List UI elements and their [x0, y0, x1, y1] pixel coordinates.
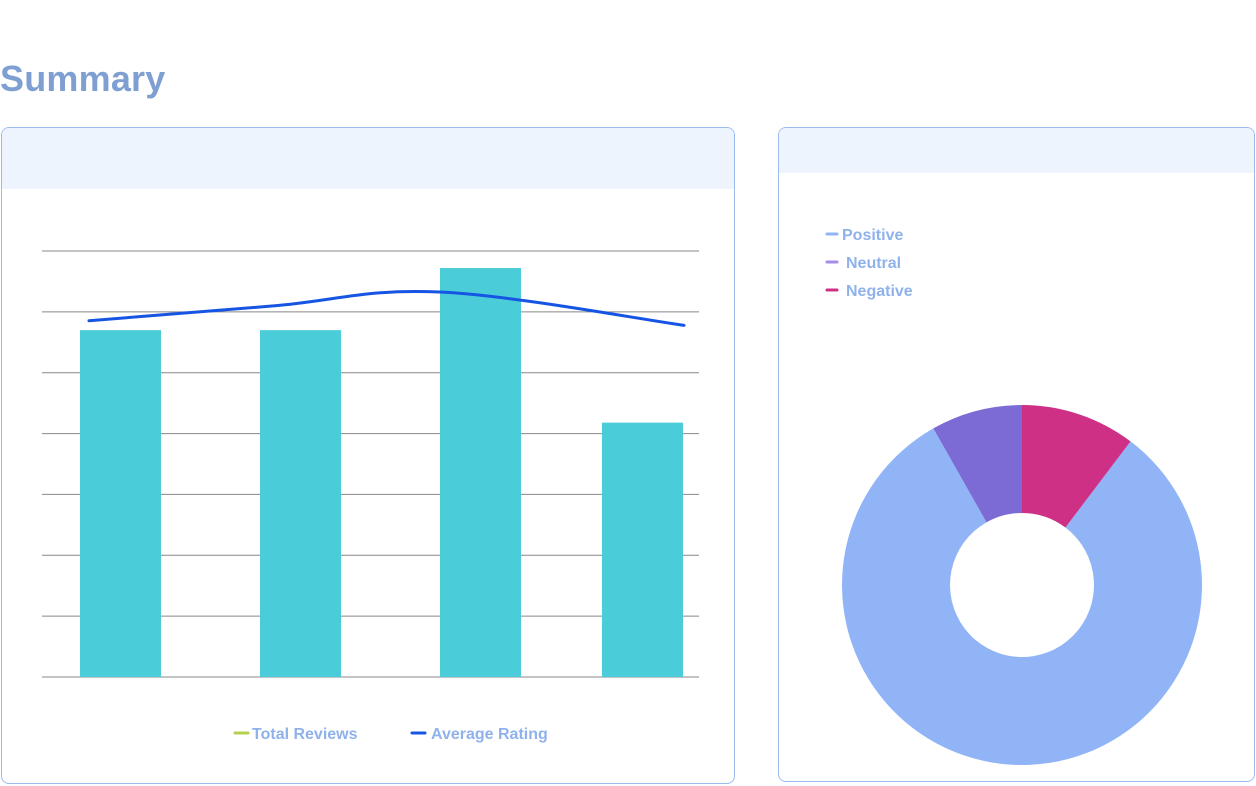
slice-neutral	[933, 405, 1022, 523]
sentiment-chart-card-header	[779, 128, 1254, 173]
bar-total-reviews	[440, 268, 521, 677]
legend-label-average-rating: Average Rating	[431, 726, 548, 743]
reviews-chart-card: Total Reviews Average Rating	[1, 127, 735, 784]
bar-total-reviews	[80, 330, 161, 677]
bar-total-reviews	[260, 330, 341, 677]
legend-label-total-reviews: Total Reviews	[252, 726, 358, 743]
line-average-rating	[87, 289, 686, 327]
bar-total-reviews	[602, 422, 683, 677]
reviews-combo-chart: Total Reviews Average Rating	[42, 250, 699, 743]
slice-positive	[842, 428, 1202, 765]
sentiment-donut-chart: Positive Neutral Negative	[825, 227, 1202, 765]
legend-label-negative: Negative	[846, 283, 913, 300]
page-title: Summary	[0, 58, 166, 99]
reviews-chart-card-header	[2, 128, 734, 189]
legend-label-positive: Positive	[842, 227, 903, 244]
legend-label-neutral: Neutral	[846, 255, 901, 272]
slice-negative	[1022, 405, 1131, 528]
sentiment-chart-card: Positive Neutral Negative	[778, 127, 1255, 782]
